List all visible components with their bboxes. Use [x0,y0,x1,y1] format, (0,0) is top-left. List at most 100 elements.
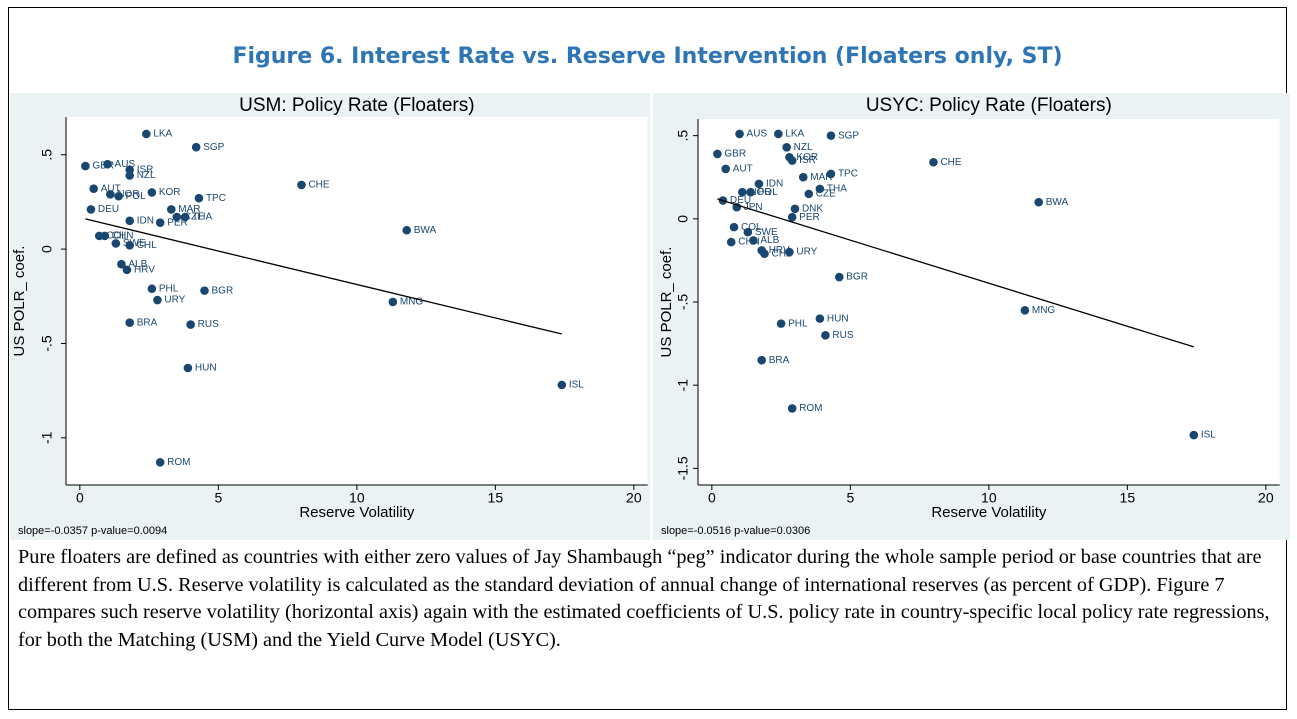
point-label: HUN [827,313,849,324]
y-tick-label: .5 [675,130,691,142]
point [1189,430,1199,440]
point [804,189,814,199]
point-label: ISR [137,164,154,175]
point [153,295,162,305]
point [782,142,791,152]
point [147,284,157,294]
point-label: MNG [400,297,424,308]
point-label: POL [758,187,778,198]
point-label: SWE [755,227,778,238]
point-label: CHL [137,240,157,251]
point-label: ALB [128,259,147,270]
chart: USYC: Policy Rate (Floaters) 0 5 10 15 20 .5 0 -… [653,93,1290,540]
point-label: CZE [184,212,204,223]
fit-line [717,198,1195,348]
point [89,184,98,194]
y-tick-label: 0 [675,215,691,223]
point-label: CHL [771,248,791,259]
point-label: IDN [137,215,154,226]
point-label: URY [796,247,817,258]
point [106,190,115,199]
point [117,259,126,269]
point-label: AUT [733,164,753,175]
point-label: CZE [816,189,836,200]
point [125,216,135,226]
point-label: NOR [117,189,139,200]
x-tick-label: 15 [488,490,504,506]
point [1034,197,1044,207]
point-label: BGR [212,285,234,296]
point-label: CHE [940,157,961,168]
point-label: CHN [738,237,760,248]
y-tick-label: -1 [39,431,55,444]
point-label: ROM [167,457,190,468]
point [785,247,794,257]
point [297,180,306,190]
point-label: BGR [846,272,868,283]
point [738,187,747,197]
point [142,129,151,139]
point [713,149,722,159]
fit-line [85,218,562,335]
point-label: NZL [794,142,813,153]
plot-area [66,117,648,485]
point [787,212,797,222]
point-label: BRA [137,317,158,328]
point [86,205,96,214]
point-label: ROM [799,403,822,414]
point [183,363,193,373]
point [125,318,135,328]
point-label: DEU [98,204,119,215]
point-label: POL [126,191,146,202]
plot-area [698,119,1280,485]
point [103,159,112,169]
point [100,231,110,241]
x-tick-label: 0 [76,490,84,506]
point [122,265,132,275]
point [787,404,797,413]
point-label: COL [106,231,127,242]
point [735,129,744,139]
point [172,212,182,222]
point [166,205,176,214]
caption: Pure floaters are defined as countries w… [18,546,1270,651]
point [787,156,797,165]
point-label: MAR [810,172,832,183]
y-tick-label: .5 [39,149,55,161]
point [729,222,739,232]
x-axis-title: Reserve Volatility [931,504,1047,521]
point-label: NOR [749,187,771,198]
point-label: HRV [134,265,155,276]
point [821,330,830,340]
point-label: BRA [769,355,790,366]
point [200,286,209,295]
chart-note: slope=-0.0357 p-value=0.0094 [18,525,167,537]
chart: USM: Policy Rate (Floaters) 0 5 10 15 20 .5 0 -.… [10,93,650,540]
figure-title: Figure 6. Interest Rate vs. Reserve Inte… [232,44,1063,69]
point [388,297,398,307]
point [721,164,730,174]
point [790,204,800,214]
point [1020,306,1030,315]
point-label: IDN [766,179,783,190]
point-label: PER [799,212,820,223]
point-label: MNG [1032,305,1056,316]
point [776,319,786,328]
point [402,225,412,235]
point-label: NZL [137,170,156,181]
y-tick-label: -1 [675,379,691,392]
point [114,191,123,201]
point-label: RUS [198,319,219,330]
point [757,355,767,365]
point-label: PHL [159,283,179,294]
point-label: THA [827,184,847,195]
point [726,237,736,247]
point-label: TPC [206,193,226,204]
point-label: ISL [1201,430,1216,441]
point-label: JPN [744,202,763,213]
point-label: AUT [101,183,121,194]
point [754,179,764,189]
point-label: PHL [788,318,808,329]
point-label: CHN [112,231,134,242]
